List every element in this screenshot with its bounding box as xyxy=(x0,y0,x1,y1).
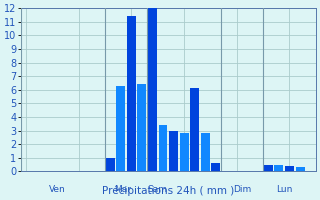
Text: Mar: Mar xyxy=(115,185,132,194)
Bar xyxy=(148,8,157,171)
Bar xyxy=(138,84,146,171)
Bar xyxy=(190,88,199,171)
Text: Lun: Lun xyxy=(276,185,292,194)
Bar xyxy=(158,125,167,171)
Bar xyxy=(201,133,210,171)
Text: Sam: Sam xyxy=(148,185,168,194)
Bar xyxy=(116,86,125,171)
Bar xyxy=(127,16,136,171)
Bar xyxy=(211,163,220,171)
Bar xyxy=(180,133,188,171)
Bar xyxy=(285,166,294,171)
Bar xyxy=(169,131,178,171)
Text: Ven: Ven xyxy=(49,185,66,194)
Bar xyxy=(106,158,115,171)
Bar xyxy=(275,165,284,171)
Bar xyxy=(264,165,273,171)
Bar xyxy=(296,167,305,171)
X-axis label: Précipitations 24h ( mm ): Précipitations 24h ( mm ) xyxy=(102,185,234,196)
Text: Dim: Dim xyxy=(233,185,251,194)
